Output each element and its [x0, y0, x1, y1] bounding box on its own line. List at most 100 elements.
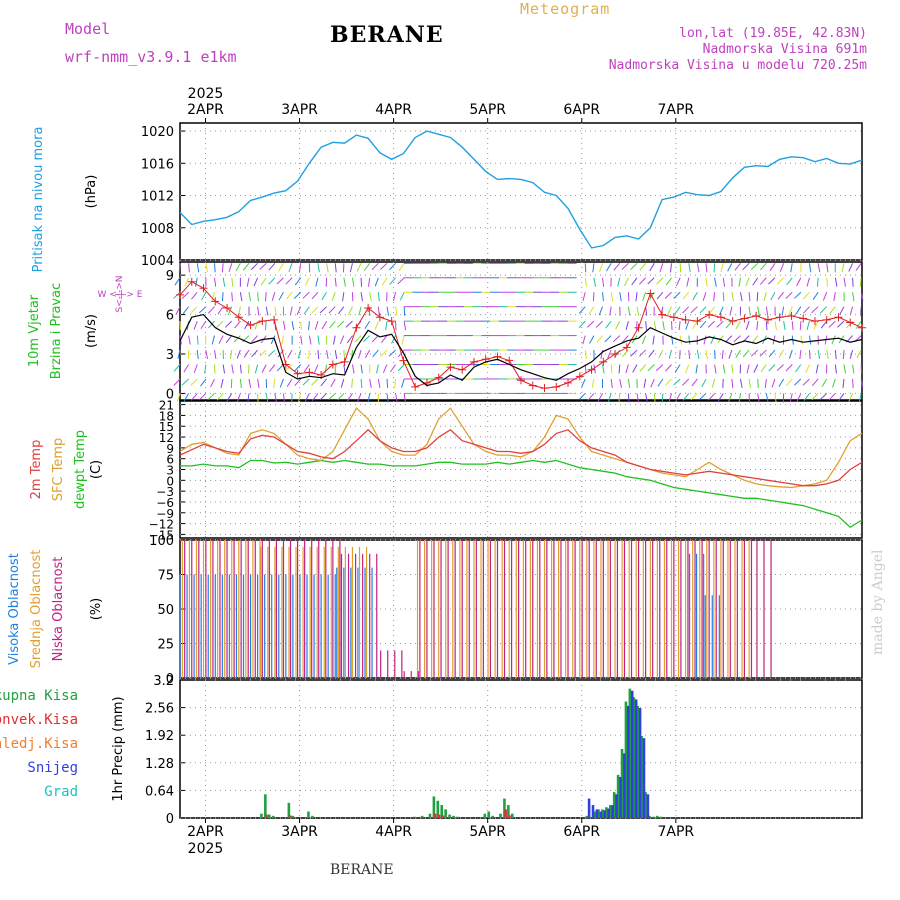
wind-vector — [302, 378, 310, 386]
wind-vector — [790, 263, 793, 273]
wind-vector — [213, 263, 216, 273]
sfc-temp-line — [179, 407, 863, 489]
wind-vector — [173, 378, 181, 386]
wind-vector — [799, 321, 802, 331]
precip-bar — [630, 690, 634, 818]
wind-vector — [817, 277, 819, 287]
wind-vector — [286, 378, 293, 387]
precip-bar — [616, 774, 620, 818]
wind-vector — [196, 263, 200, 273]
wind-gust-marker — [387, 317, 396, 326]
precip-bar — [611, 805, 614, 818]
wind-vector — [786, 277, 793, 286]
wind-vector — [817, 263, 821, 273]
wind-vector — [343, 277, 346, 287]
wind-vector — [843, 277, 846, 287]
wind-vector — [781, 306, 785, 316]
wind-vector — [757, 393, 760, 403]
wind-vector — [688, 263, 691, 273]
wind-vector — [250, 262, 258, 270]
wind-vector — [253, 277, 259, 287]
precip-bar — [491, 815, 494, 818]
wind-vector — [710, 335, 716, 344]
wind-vector — [808, 335, 812, 345]
top-day-label: 5APR — [469, 102, 506, 118]
wind-vector — [265, 393, 269, 403]
wind-gust-line — [179, 281, 863, 389]
precip-bar — [444, 809, 447, 818]
wind-vector — [788, 306, 793, 316]
wind-vector — [317, 350, 320, 360]
wind-vector — [333, 335, 336, 345]
wind-vector — [364, 349, 371, 359]
wind-vector — [357, 349, 362, 359]
precip-bar — [414, 817, 417, 818]
wind-vector — [699, 320, 707, 329]
wind-vector — [321, 320, 328, 330]
wind-vector — [856, 349, 862, 359]
top-day-label: 6APR — [563, 102, 600, 118]
wind-vector — [719, 306, 724, 316]
wind-vector — [582, 292, 586, 302]
wind-vector — [855, 263, 862, 271]
wind-gust-marker — [705, 310, 714, 319]
wind-vector — [285, 291, 293, 300]
cloud-series-2 — [181, 540, 750, 678]
wind-gust-marker — [799, 314, 808, 323]
precip-bar — [507, 805, 510, 818]
wind-vector — [690, 306, 698, 314]
wind-vector — [653, 393, 656, 403]
wind-vector — [705, 277, 708, 287]
wind-vector — [659, 263, 664, 273]
temp-2m-line — [179, 428, 863, 487]
wind-vector — [638, 349, 646, 357]
wind-vector — [729, 306, 733, 316]
wind-vector — [826, 349, 829, 360]
wind-vector — [703, 335, 707, 345]
wind-vector — [662, 321, 665, 331]
precip-bar — [648, 815, 651, 818]
cloud-high-axis-title: Visoka Oblacnost — [7, 553, 22, 665]
y-tick-label: 2.56 — [145, 702, 174, 717]
wind-vector — [239, 364, 242, 374]
precip-bar — [271, 815, 275, 818]
wind-vector — [791, 321, 794, 331]
wind-vector — [334, 277, 337, 287]
wind-gust-marker — [681, 315, 690, 324]
wind-vector — [395, 306, 398, 316]
y-tick-label: 15 — [159, 420, 174, 434]
wind-vector — [278, 291, 284, 301]
wind-vector — [855, 320, 862, 329]
bottom-day-label: 5APR — [469, 824, 506, 840]
wind-vector — [763, 292, 767, 302]
precip-bar — [595, 809, 599, 818]
wind-vector — [294, 364, 302, 372]
wind-gust-marker — [399, 356, 408, 365]
precip-bar — [487, 811, 491, 818]
wind-vector — [188, 335, 191, 345]
wind-vector — [246, 277, 250, 287]
wind-vector — [691, 378, 698, 387]
wind-vector — [376, 364, 379, 374]
top-day-label: 2APR — [187, 102, 224, 118]
wind-vector — [699, 306, 707, 314]
wind-vector — [764, 378, 767, 388]
wind-vector — [652, 335, 655, 345]
wind-gust-marker — [305, 368, 314, 377]
wind-gust-marker — [763, 315, 772, 324]
wind-vector — [285, 364, 293, 372]
wind-vector — [707, 320, 715, 328]
wind-vector — [765, 321, 768, 331]
wind-vector — [674, 364, 681, 373]
wind-vector — [584, 263, 587, 273]
wind-vector — [340, 378, 345, 388]
wind-vector — [589, 335, 595, 344]
wind-vector — [257, 292, 259, 302]
wind-vector — [319, 393, 327, 401]
wind-vector — [593, 364, 596, 374]
wind-vector — [191, 393, 198, 401]
wind-vector — [740, 292, 743, 302]
wind-vector — [722, 364, 726, 374]
wind-vector — [221, 263, 224, 273]
